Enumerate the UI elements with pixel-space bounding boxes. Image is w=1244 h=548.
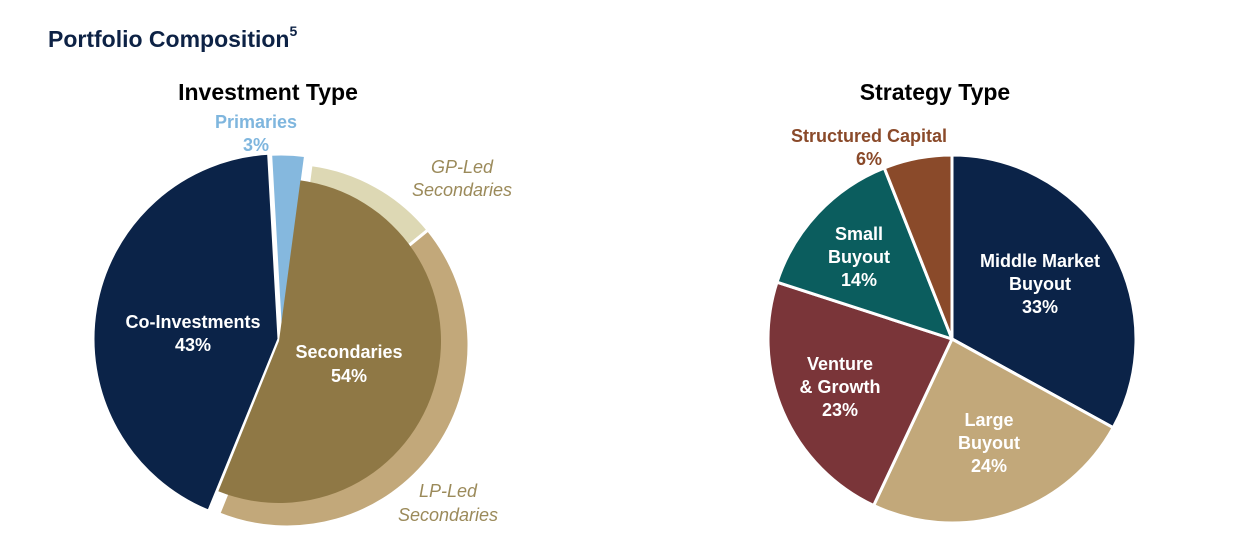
slice-co-investments (91, 151, 281, 513)
slice-primaries (269, 152, 308, 342)
slice-value-secondaries: 54% (331, 366, 367, 386)
slice-label-large-buyout-line2: Buyout (958, 433, 1020, 453)
strategy-type-pie (766, 153, 1138, 525)
sub-slice-label-lp-led-line2: Secondaries (398, 505, 498, 525)
investment-type-sublabels: GP-Led Secondaries LP-Led Secondaries (398, 157, 512, 525)
investment-type-pie (91, 151, 471, 529)
slice-value-middle-market: 33% (1022, 297, 1058, 317)
strategy-type-labels: Structured Capital 6% Small Buyout 14% M… (791, 126, 1100, 476)
slice-middle-market-buyout (950, 153, 1138, 430)
slice-label-structured-capital: Structured Capital (791, 126, 947, 146)
investment-type-labels: Co-Investments 43% Primaries 3% Secondar… (125, 112, 402, 386)
slice-value-large-buyout: 24% (971, 456, 1007, 476)
investment-type-title: Investment Type (178, 79, 358, 105)
slice-label-large-buyout-line1: Large (964, 410, 1013, 430)
slice-structured-capital (882, 153, 954, 341)
slice-label-co-investments: Co-Investments (125, 312, 260, 332)
slice-label-middle-market-line2: Buyout (1009, 274, 1071, 294)
slice-label-primaries: Primaries (215, 112, 297, 132)
slice-value-co-investments: 43% (175, 335, 211, 355)
slice-large-buyout (872, 337, 1115, 525)
footnote-marker: 5 (289, 23, 298, 39)
sub-slice-label-gp-led-line1: GP-Led (431, 157, 494, 177)
slice-label-middle-market-line1: Middle Market (980, 251, 1100, 271)
slice-label-venture-line1: Venture (807, 354, 873, 374)
page-title-text: Portfolio Composition (48, 26, 290, 52)
strategy-type-title: Strategy Type (860, 79, 1010, 105)
sub-slice-label-gp-led-line2: Secondaries (412, 180, 512, 200)
slice-value-structured-capital: 6% (856, 149, 882, 169)
slice-venture-and-growth (766, 280, 954, 507)
slice-label-small-buyout-line2: Buyout (828, 247, 890, 267)
page-title: Portfolio Composition5 (48, 23, 298, 53)
slice-value-primaries: 3% (243, 135, 269, 155)
slice-label-secondaries: Secondaries (295, 342, 402, 362)
slice-small-buyout (775, 166, 954, 341)
slice-value-venture: 23% (822, 400, 858, 420)
slice-label-venture-line2: & Growth (800, 377, 881, 397)
slice-value-small-buyout: 14% (841, 270, 877, 290)
slice-secondaries (218, 180, 441, 503)
sub-slice-label-lp-led-line1: LP-Led (419, 481, 478, 501)
slice-label-small-buyout-line1: Small (835, 224, 883, 244)
